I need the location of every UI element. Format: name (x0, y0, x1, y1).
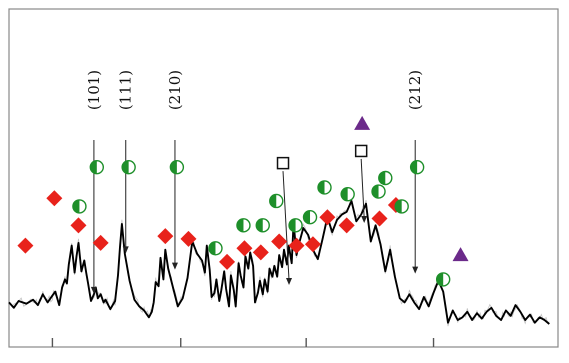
square-arrowhead-0 (286, 278, 293, 285)
square-arrow-0 (282, 171, 290, 281)
diamond-marker-7 (236, 240, 253, 257)
diamond-marker-14 (371, 210, 388, 227)
half-circle-fill (436, 272, 444, 286)
half-circle-marker-14 (394, 199, 409, 214)
half-circle-fill (372, 185, 379, 199)
half-circle-marker-6 (255, 218, 270, 233)
diamond-marker-3 (92, 234, 109, 251)
half-circle-marker-10 (317, 180, 332, 195)
diamond-marker-12 (319, 209, 336, 226)
square-arrowhead-1 (361, 216, 368, 223)
phase-markers (17, 115, 469, 287)
noise-trace (10, 200, 550, 327)
peak-labels: (101) (111) (210) (212) (85, 70, 424, 110)
half-circle-fill (122, 160, 129, 174)
half-circle-fill (256, 218, 263, 232)
annotation-arrows (90, 140, 419, 294)
half-circle-fill (72, 199, 80, 213)
half-circle-fill (410, 160, 418, 174)
peak-arrowhead-2 (171, 262, 178, 270)
half-circle-fill (318, 180, 325, 194)
diamond-marker-0 (17, 237, 34, 254)
half-circle-marker-11 (340, 187, 355, 202)
diamond-marker-4 (157, 228, 174, 245)
diamond-marker-8 (252, 244, 269, 261)
half-circle-marker-4 (208, 241, 223, 256)
half-circle-marker-16 (435, 272, 451, 287)
x-ticks (51, 338, 435, 347)
triangle-marker-0 (354, 115, 371, 130)
half-circle-fill (289, 218, 296, 232)
half-circle-marker-0 (72, 199, 87, 214)
diamond-marker-2 (70, 217, 87, 234)
half-circle-fill (90, 160, 97, 174)
half-circle-marker-7 (269, 193, 284, 209)
square-arrow-1 (360, 158, 365, 219)
half-circle-fill (395, 199, 402, 213)
pattern-line (8, 200, 550, 325)
diamond-marker-5 (180, 230, 197, 247)
plot-frame (8, 8, 559, 348)
peak-label-2: (210) (166, 70, 184, 110)
square-marker-0 (276, 156, 290, 170)
diamond-marker-9 (271, 233, 288, 250)
half-circle-fill (341, 187, 348, 201)
half-circle-fill (303, 210, 311, 224)
half-circle-marker-3 (169, 159, 185, 175)
half-circle-fill (208, 241, 216, 255)
diamond-marker-10 (288, 237, 305, 254)
peak-arrowhead-1 (122, 246, 129, 254)
half-circle-fill (378, 171, 386, 185)
half-circle-marker-15 (409, 159, 425, 175)
pattern-line-layer (8, 200, 550, 325)
half-circle-marker-12 (378, 170, 393, 186)
peak-label-1: (111) (117, 70, 135, 110)
diamond-marker-13 (338, 217, 355, 234)
noise-trace-layer (10, 200, 550, 327)
diamond-marker-1 (46, 190, 63, 207)
half-circle-marker-2 (121, 159, 136, 175)
half-circle-marker-1 (89, 159, 105, 175)
peak-label-3: (212) (406, 70, 424, 110)
diamond-marker-11 (304, 236, 321, 253)
half-circle-fill (269, 194, 277, 208)
half-circle-fill (170, 160, 177, 174)
half-circle-marker-5 (236, 218, 251, 233)
half-circle-marker-9 (302, 210, 318, 225)
half-circle-marker-13 (371, 184, 386, 199)
diamond-marker-6 (219, 253, 236, 270)
square-marker-1 (354, 144, 368, 158)
half-circle-fill (236, 218, 244, 232)
triangle-marker-1 (452, 247, 469, 262)
peak-arrowhead-0 (90, 286, 97, 294)
peak-arrowhead-3 (412, 266, 419, 274)
half-circle-marker-8 (288, 218, 303, 233)
peak-label-0: (101) (85, 70, 103, 110)
